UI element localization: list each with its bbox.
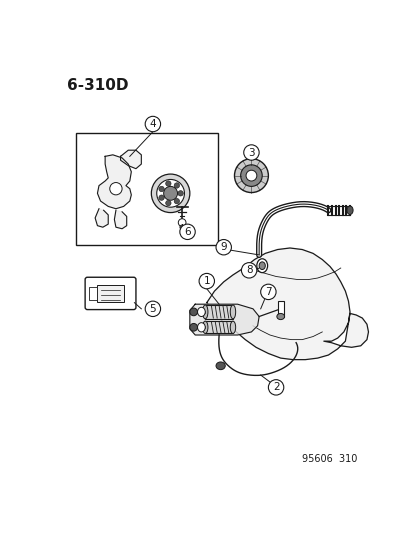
Text: 2: 2: [272, 382, 279, 392]
Text: 95606  310: 95606 310: [301, 454, 357, 464]
Text: 8: 8: [245, 265, 252, 276]
Text: 9: 9: [220, 242, 226, 252]
Bar: [89, 287, 97, 300]
Circle shape: [216, 239, 231, 255]
Ellipse shape: [259, 262, 265, 270]
Circle shape: [245, 170, 256, 181]
Text: 3: 3: [247, 148, 254, 158]
Circle shape: [241, 263, 256, 278]
Circle shape: [178, 191, 183, 196]
Ellipse shape: [197, 308, 205, 317]
Ellipse shape: [256, 259, 267, 273]
Text: 6-310D: 6-310D: [66, 78, 128, 93]
Circle shape: [159, 186, 164, 192]
Circle shape: [190, 324, 197, 331]
Circle shape: [243, 145, 259, 160]
Circle shape: [165, 200, 171, 206]
Circle shape: [145, 301, 160, 317]
Polygon shape: [95, 209, 108, 227]
Circle shape: [199, 273, 214, 289]
Ellipse shape: [197, 322, 205, 332]
Ellipse shape: [202, 321, 207, 334]
Ellipse shape: [230, 321, 235, 334]
Circle shape: [234, 159, 268, 192]
Circle shape: [174, 183, 179, 188]
Circle shape: [179, 225, 184, 230]
Ellipse shape: [276, 313, 284, 320]
Text: 4: 4: [149, 119, 156, 129]
Text: 6: 6: [184, 227, 190, 237]
Circle shape: [151, 174, 190, 213]
Polygon shape: [120, 150, 141, 168]
Circle shape: [163, 187, 177, 200]
Ellipse shape: [346, 206, 352, 214]
Bar: [97, 285, 124, 302]
Circle shape: [179, 224, 195, 239]
Circle shape: [268, 379, 283, 395]
Circle shape: [157, 180, 184, 207]
Circle shape: [174, 198, 179, 204]
Circle shape: [240, 165, 261, 187]
Text: 5: 5: [149, 304, 156, 314]
Circle shape: [165, 181, 171, 186]
Circle shape: [145, 116, 160, 132]
Bar: [76, 133, 218, 245]
Circle shape: [178, 219, 185, 227]
Polygon shape: [206, 248, 368, 360]
Circle shape: [109, 182, 122, 195]
FancyBboxPatch shape: [85, 277, 135, 310]
Bar: [205, 305, 233, 319]
Circle shape: [190, 308, 197, 316]
Ellipse shape: [230, 305, 235, 319]
Circle shape: [159, 195, 164, 200]
Polygon shape: [97, 155, 131, 209]
Ellipse shape: [216, 362, 225, 370]
Ellipse shape: [202, 305, 207, 319]
Text: 1: 1: [203, 276, 209, 286]
Text: 7: 7: [264, 287, 271, 297]
Circle shape: [260, 284, 275, 300]
Bar: [277, 301, 283, 317]
Polygon shape: [114, 210, 126, 229]
Bar: [205, 321, 233, 334]
Polygon shape: [190, 304, 259, 335]
